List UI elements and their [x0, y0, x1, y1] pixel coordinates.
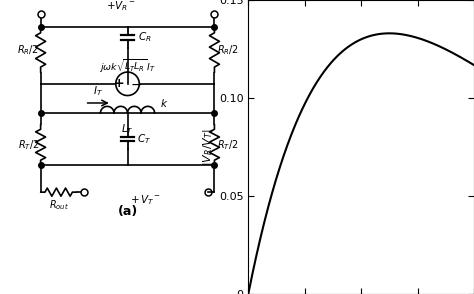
Text: $+V_R{}^-$: $+V_R{}^-$: [106, 0, 136, 13]
Text: $C_R$: $C_R$: [137, 31, 151, 44]
Text: $L_T$: $L_T$: [121, 122, 134, 136]
Text: $R_{out}$: $R_{out}$: [49, 198, 69, 212]
Text: $R_T/2$: $R_T/2$: [217, 138, 238, 152]
Text: +: +: [113, 77, 124, 90]
Text: (a): (a): [118, 205, 137, 218]
Text: $R_R/2$: $R_R/2$: [17, 43, 39, 57]
Text: $R_T/2$: $R_T/2$: [18, 138, 39, 152]
Text: $R_R/2$: $R_R/2$: [217, 43, 239, 57]
Text: k: k: [160, 99, 166, 109]
Text: $I_T$: $I_T$: [93, 84, 103, 98]
Text: $C_T$: $C_T$: [137, 132, 151, 146]
Y-axis label: $|V_R/ V_T|$: $|V_R/ V_T|$: [201, 128, 215, 166]
Text: $j\omega k\sqrt{L_T L_R}\, I_T$: $j\omega k\sqrt{L_T L_R}\, I_T$: [99, 58, 156, 75]
Text: $-$: $-$: [130, 77, 142, 91]
Text: $+\,V_T{}^-$: $+\,V_T{}^-$: [130, 193, 161, 207]
